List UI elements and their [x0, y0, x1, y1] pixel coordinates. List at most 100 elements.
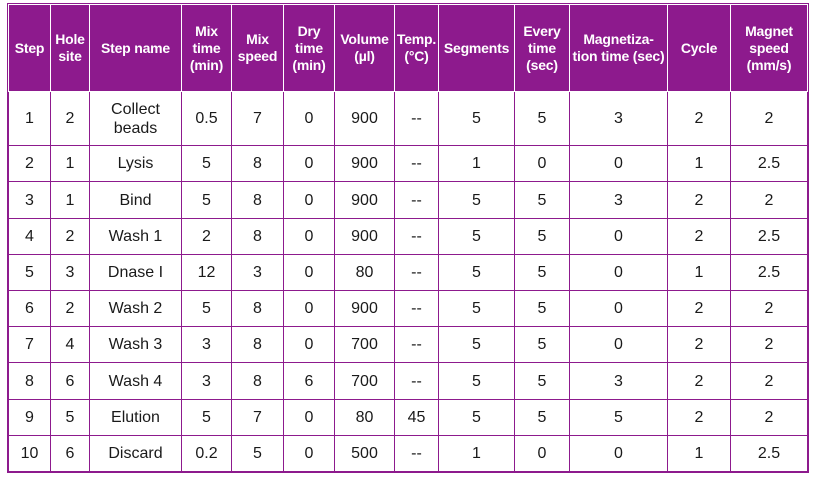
cell-cycle: 2 — [667, 326, 731, 364]
cell-magnetization-time: 3 — [569, 181, 668, 219]
cell-hole-site: 2 — [50, 290, 90, 328]
table-row: 10 6 Discard 0.2 5 0 500 -- 1 0 0 1 2.5 — [8, 434, 808, 473]
cell-mix-speed: 8 — [231, 145, 284, 183]
cell-temp: -- — [394, 145, 439, 183]
header-segments: Segments — [438, 4, 515, 92]
cell-step-name: Wash 3 — [89, 326, 182, 364]
cell-magnetization-time: 5 — [569, 398, 668, 436]
cell-temp: -- — [394, 217, 439, 255]
table-row: 3 1 Bind 5 8 0 900 -- 5 5 3 2 2 — [8, 181, 808, 219]
cell-dry-time: 0 — [283, 434, 335, 473]
cell-volume: 700 — [334, 362, 395, 400]
cell-mix-time: 3 — [181, 362, 232, 400]
cell-step: 4 — [8, 217, 51, 255]
cell-segments: 5 — [438, 290, 515, 328]
cell-mix-speed: 8 — [231, 326, 284, 364]
cell-step: 7 — [8, 326, 51, 364]
cell-every-time: 5 — [514, 290, 570, 328]
cell-volume: 900 — [334, 90, 395, 147]
header-mix-speed: Mix speed — [231, 4, 284, 92]
header-step-name: Step name — [89, 4, 182, 92]
cell-step-name: Bind — [89, 181, 182, 219]
cell-cycle: 1 — [667, 253, 731, 292]
cell-cycle: 1 — [667, 145, 731, 183]
cell-temp: -- — [394, 362, 439, 400]
cell-every-time: 5 — [514, 253, 570, 292]
cell-step-name: Lysis — [89, 145, 182, 183]
cell-dry-time: 6 — [283, 362, 335, 400]
cell-segments: 5 — [438, 90, 515, 147]
cell-volume: 900 — [334, 290, 395, 328]
cell-mix-time: 12 — [181, 253, 232, 292]
cell-step: 10 — [8, 434, 51, 473]
cell-every-time: 5 — [514, 181, 570, 219]
header-magnet-speed: Magnet speed (mm/s) — [730, 4, 808, 92]
cell-mix-speed: 5 — [231, 434, 284, 473]
header-every-time: Every time (sec) — [514, 4, 570, 92]
cell-magnetization-time: 3 — [569, 362, 668, 400]
cell-dry-time: 0 — [283, 253, 335, 292]
cell-segments: 5 — [438, 326, 515, 364]
cell-magnet-speed: 2.5 — [730, 217, 808, 255]
cell-temp: -- — [394, 326, 439, 364]
cell-step: 6 — [8, 290, 51, 328]
cell-magnet-speed: 2 — [730, 90, 808, 147]
header-step: Step — [8, 4, 51, 92]
cell-step-name: Collect beads — [89, 90, 182, 147]
cell-mix-speed: 8 — [231, 290, 284, 328]
table-row: 9 5 Elution 5 7 0 80 45 5 5 5 2 2 — [8, 398, 808, 436]
cell-mix-speed: 8 — [231, 362, 284, 400]
cell-step-name: Discard — [89, 434, 182, 473]
cell-segments: 5 — [438, 362, 515, 400]
cell-volume: 900 — [334, 217, 395, 255]
cell-hole-site: 2 — [50, 217, 90, 255]
table-row: 1 2 Collect beads 0.5 7 0 900 -- 5 5 3 2 2 — [8, 90, 808, 147]
cell-magnet-speed: 2.5 — [730, 253, 808, 292]
cell-segments: 5 — [438, 398, 515, 436]
cell-magnet-speed: 2.5 — [730, 145, 808, 183]
cell-cycle: 2 — [667, 217, 731, 255]
cell-temp: 45 — [394, 398, 439, 436]
table-row: 5 3 Dnase I 12 3 0 80 -- 5 5 0 1 2.5 — [8, 253, 808, 292]
cell-mix-time: 3 — [181, 326, 232, 364]
header-cycle: Cycle — [667, 4, 731, 92]
cell-hole-site: 2 — [50, 90, 90, 147]
cell-hole-site: 1 — [50, 145, 90, 183]
cell-hole-site: 6 — [50, 362, 90, 400]
cell-magnetization-time: 0 — [569, 434, 668, 473]
cell-step: 1 — [8, 90, 51, 147]
cell-magnet-speed: 2 — [730, 290, 808, 328]
cell-every-time: 5 — [514, 326, 570, 364]
cell-hole-site: 5 — [50, 398, 90, 436]
cell-volume: 900 — [334, 145, 395, 183]
cell-hole-site: 1 — [50, 181, 90, 219]
cell-temp: -- — [394, 290, 439, 328]
cell-magnetization-time: 0 — [569, 253, 668, 292]
cell-mix-speed: 3 — [231, 253, 284, 292]
cell-segments: 5 — [438, 181, 515, 219]
cell-temp: -- — [394, 434, 439, 473]
cell-mix-time: 5 — [181, 145, 232, 183]
cell-mix-time: 5 — [181, 398, 232, 436]
table-row: 4 2 Wash 1 2 8 0 900 -- 5 5 0 2 2.5 — [8, 217, 808, 255]
cell-segments: 5 — [438, 253, 515, 292]
header-hole-site: Hole site — [50, 4, 90, 92]
cell-step-name: Elution — [89, 398, 182, 436]
cell-mix-speed: 7 — [231, 90, 284, 147]
header-row: Step Hole site Step name Mix time (min) … — [8, 4, 808, 92]
cell-temp: -- — [394, 90, 439, 147]
cell-volume: 700 — [334, 326, 395, 364]
cell-every-time: 0 — [514, 145, 570, 183]
cell-hole-site: 3 — [50, 253, 90, 292]
cell-segments: 1 — [438, 145, 515, 183]
cell-magnet-speed: 2 — [730, 326, 808, 364]
cell-dry-time: 0 — [283, 217, 335, 255]
cell-mix-time: 0.5 — [181, 90, 232, 147]
cell-cycle: 1 — [667, 434, 731, 473]
cell-step-name: Wash 4 — [89, 362, 182, 400]
cell-step: 2 — [8, 145, 51, 183]
cell-magnetization-time: 0 — [569, 145, 668, 183]
protocol-table: Step Hole site Step name Mix time (min) … — [7, 3, 809, 473]
cell-magnetization-time: 3 — [569, 90, 668, 147]
cell-mix-speed: 8 — [231, 217, 284, 255]
